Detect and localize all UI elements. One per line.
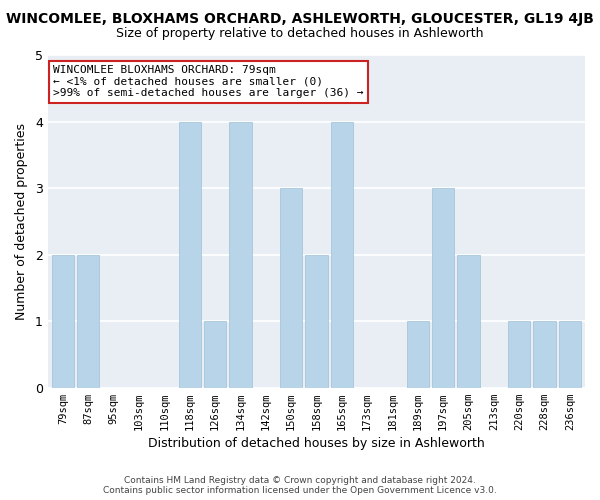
Text: Contains HM Land Registry data © Crown copyright and database right 2024.
Contai: Contains HM Land Registry data © Crown c… xyxy=(103,476,497,495)
Text: Size of property relative to detached houses in Ashleworth: Size of property relative to detached ho… xyxy=(116,28,484,40)
X-axis label: Distribution of detached houses by size in Ashleworth: Distribution of detached houses by size … xyxy=(148,437,485,450)
Bar xyxy=(77,254,100,388)
Bar xyxy=(508,321,530,388)
Bar xyxy=(432,188,454,388)
Bar xyxy=(52,254,74,388)
Text: WINCOMLEE, BLOXHAMS ORCHARD, ASHLEWORTH, GLOUCESTER, GL19 4JB: WINCOMLEE, BLOXHAMS ORCHARD, ASHLEWORTH,… xyxy=(6,12,594,26)
Bar xyxy=(280,188,302,388)
Bar xyxy=(204,321,226,388)
Y-axis label: Number of detached properties: Number of detached properties xyxy=(15,123,28,320)
Bar xyxy=(457,254,479,388)
Bar xyxy=(407,321,429,388)
Bar xyxy=(305,254,328,388)
Bar xyxy=(229,122,251,388)
Bar xyxy=(179,122,201,388)
Bar xyxy=(559,321,581,388)
Bar xyxy=(331,122,353,388)
Text: WINCOMLEE BLOXHAMS ORCHARD: 79sqm
← <1% of detached houses are smaller (0)
>99% : WINCOMLEE BLOXHAMS ORCHARD: 79sqm ← <1% … xyxy=(53,65,364,98)
Bar xyxy=(533,321,556,388)
